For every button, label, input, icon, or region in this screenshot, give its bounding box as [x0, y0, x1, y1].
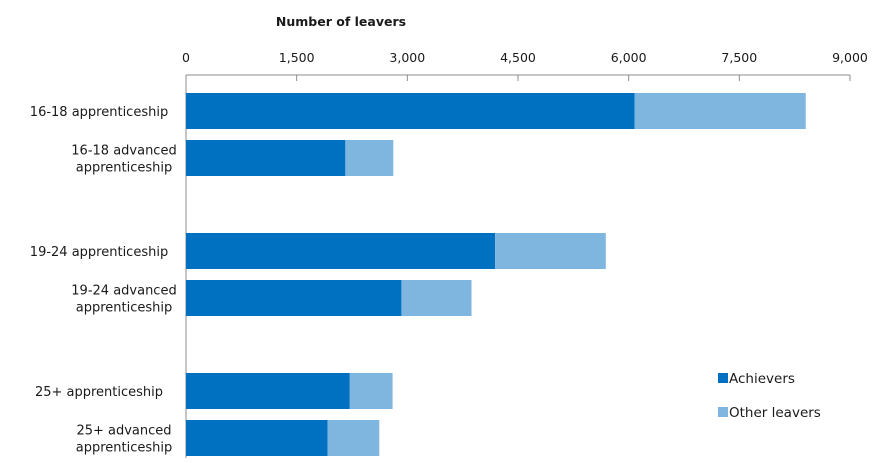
bar-other-leavers	[345, 140, 394, 176]
x-tick-label: 6,000	[611, 50, 647, 65]
bar-achievers	[186, 280, 402, 316]
x-tick-label: 4,500	[500, 50, 536, 65]
x-tick-label: 1,500	[279, 50, 315, 65]
category-label: 16-18 advanced	[71, 144, 176, 159]
x-tick-label: 0	[182, 50, 190, 65]
category-label: 19-24 apprenticeship	[30, 245, 168, 260]
category-label: 25+ advanced	[76, 424, 171, 439]
bar-achievers	[186, 233, 496, 269]
category-labels: 16-18 apprenticeship 16-18 advanced appren…	[30, 105, 177, 456]
bar-achievers	[186, 140, 346, 176]
x-tick-label: 3,000	[389, 50, 425, 65]
bar-other-leavers	[401, 280, 472, 316]
legend-swatch	[718, 407, 728, 417]
x-axis: 0 1,500 3,000 4,500 6,000 7,500 9,000	[182, 50, 868, 81]
legend: Achievers Other leavers	[718, 371, 821, 421]
category-label: apprenticeship	[76, 161, 173, 176]
x-tick-label: 9,000	[832, 50, 868, 65]
bar-achievers	[186, 93, 635, 129]
bars	[186, 93, 806, 456]
bar-other-leavers	[634, 93, 806, 129]
category-label: apprenticeship	[76, 301, 173, 316]
category-label: 19-24 advanced	[71, 284, 176, 299]
bar-other-leavers	[495, 233, 606, 269]
x-axis-title: Number of leavers	[276, 14, 406, 29]
legend-swatch	[718, 373, 728, 383]
bar-achievers	[186, 373, 350, 409]
bar-other-leavers	[349, 373, 393, 409]
bar-other-leavers	[327, 420, 380, 456]
category-label: 25+ apprenticeship	[35, 385, 163, 400]
bar-achievers	[186, 420, 328, 456]
category-label: 16-18 apprenticeship	[30, 105, 168, 120]
x-tick-label: 7,500	[721, 50, 757, 65]
legend-label: Other leavers	[729, 405, 821, 421]
category-label: apprenticeship	[76, 441, 173, 456]
legend-label: Achievers	[729, 371, 795, 387]
